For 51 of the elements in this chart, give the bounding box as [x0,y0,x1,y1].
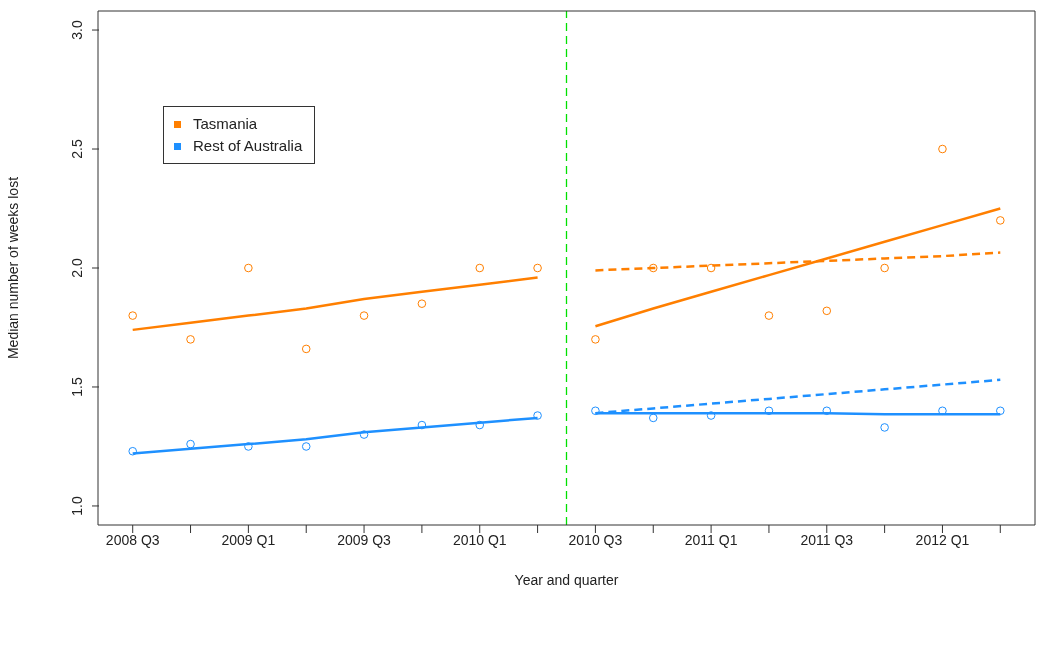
point [186,439,195,449]
point [475,263,485,273]
point [417,420,427,430]
point [938,144,947,154]
point [996,216,1005,225]
point [880,423,889,432]
point [591,335,600,344]
point [880,263,889,273]
line-series [131,276,539,332]
point [764,406,774,416]
point [764,311,774,320]
point [822,406,832,416]
point [996,406,1005,416]
x-tick-label: 2011 Q3 [800,531,854,548]
point [938,406,947,416]
point [244,263,253,273]
x-tick-label: 2010 Q3 [568,531,623,548]
point [301,442,311,451]
point [533,411,542,420]
y-tick-label: 3.0 [69,20,85,40]
point [591,406,600,416]
point [186,335,195,344]
point [359,430,369,439]
point [301,344,311,354]
x-tick-label: 2008 Q3 [105,531,160,548]
legend-label: Rest of Australia [193,136,303,156]
point [706,263,716,273]
x-axis-title: Year and quarter [514,572,619,588]
point [706,411,716,420]
point [128,446,137,456]
y-tick-label: 1.0 [69,496,85,516]
point [648,263,658,273]
point [128,311,137,320]
y-axis-title: Median number of weeks lost [4,176,21,360]
point [648,413,658,423]
point [244,442,253,451]
x-tick-label: 2009 Q1 [221,531,276,548]
point [533,263,542,273]
x-tick-label: 2011 Q1 [684,531,738,548]
line-series [594,207,1002,328]
y-tick-label: 1.5 [69,377,85,397]
point [417,299,427,308]
point [359,311,369,320]
legend-label: Tasmania [193,114,258,134]
point [475,420,485,430]
x-tick-label: 2012 Q1 [915,531,970,548]
y-tick-label: 2.5 [69,139,85,159]
x-tick-label: 2009 Q3 [337,531,392,548]
point [822,306,832,316]
x-tick-label: 2010 Q1 [452,531,507,548]
y-tick-label: 2.0 [69,258,85,278]
